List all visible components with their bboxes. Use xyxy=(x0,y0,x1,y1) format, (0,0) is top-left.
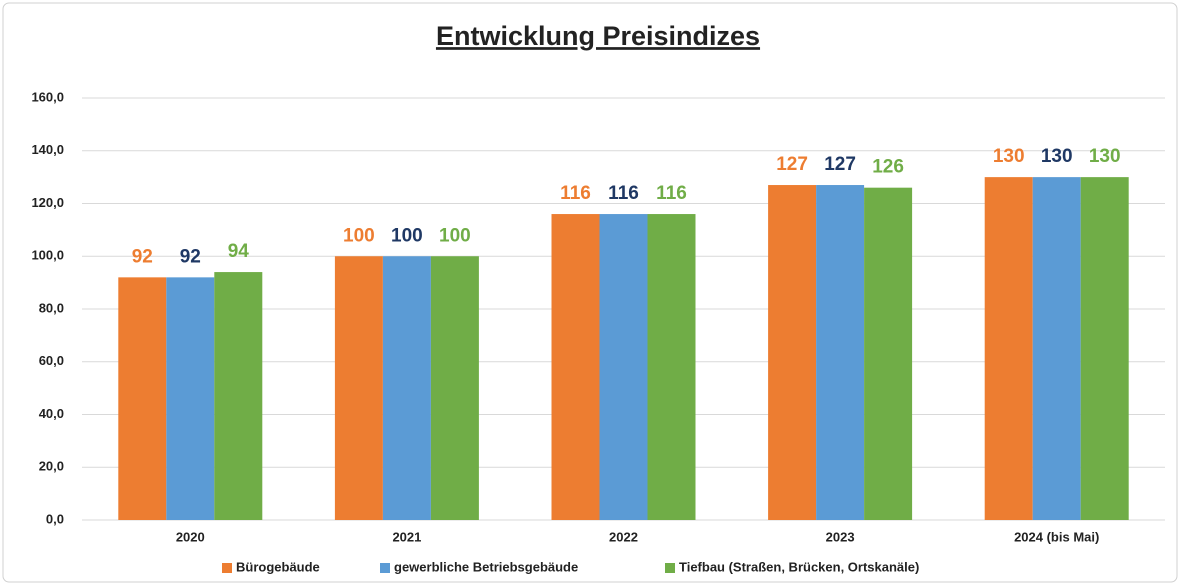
legend-label: Tiefbau (Straßen, Brücken, Ortskanäle) xyxy=(679,559,919,574)
x-tick-label: 2022 xyxy=(609,529,638,544)
bar xyxy=(118,277,167,520)
bar xyxy=(166,277,215,520)
legend-swatch xyxy=(665,563,675,573)
data-label: 127 xyxy=(824,154,856,175)
data-label: 126 xyxy=(872,157,904,178)
y-tick-label: 80,0 xyxy=(39,300,64,315)
bar xyxy=(382,256,431,520)
x-tick-label: 2023 xyxy=(826,529,855,544)
data-label: 100 xyxy=(391,225,423,246)
bar xyxy=(599,214,648,521)
bar xyxy=(1080,177,1129,520)
y-tick-label: 60,0 xyxy=(39,353,64,368)
bar xyxy=(768,185,817,520)
bar xyxy=(864,187,913,521)
y-tick-label: 0,0 xyxy=(46,511,64,526)
bar xyxy=(430,256,479,520)
legend-swatch xyxy=(380,563,390,573)
bar xyxy=(647,214,696,521)
data-label: 130 xyxy=(1041,146,1073,167)
bar xyxy=(816,185,865,520)
x-tick-label: 2020 xyxy=(176,529,205,544)
data-label: 92 xyxy=(180,246,201,267)
x-tick-label: 2021 xyxy=(392,529,421,544)
legend-swatch xyxy=(222,563,232,573)
bar xyxy=(334,256,383,520)
chart-title: Entwicklung Preisindizes xyxy=(436,21,760,51)
data-label: 130 xyxy=(1089,146,1121,167)
bar xyxy=(984,177,1033,520)
y-tick-label: 40,0 xyxy=(39,406,64,421)
y-tick-label: 160,0 xyxy=(31,89,64,104)
data-label: 100 xyxy=(439,225,471,246)
data-label: 127 xyxy=(776,154,808,175)
data-label: 116 xyxy=(656,183,687,204)
data-label: 116 xyxy=(608,183,639,204)
bar xyxy=(1032,177,1081,520)
x-tick-label: 2024 (bis Mai) xyxy=(1014,529,1099,544)
data-label: 116 xyxy=(560,183,591,204)
data-label: 100 xyxy=(343,225,375,246)
bar xyxy=(214,272,263,520)
legend-label: Bürogebäude xyxy=(236,559,320,574)
y-tick-label: 20,0 xyxy=(39,459,64,474)
legend-label: gewerbliche Betriebsgebäude xyxy=(394,559,578,574)
bar xyxy=(551,214,600,521)
data-label: 94 xyxy=(228,241,250,262)
data-label: 130 xyxy=(993,146,1025,167)
data-label: 92 xyxy=(132,246,153,267)
y-tick-label: 100,0 xyxy=(31,248,64,263)
y-tick-label: 120,0 xyxy=(31,195,64,210)
y-tick-label: 140,0 xyxy=(31,142,64,157)
